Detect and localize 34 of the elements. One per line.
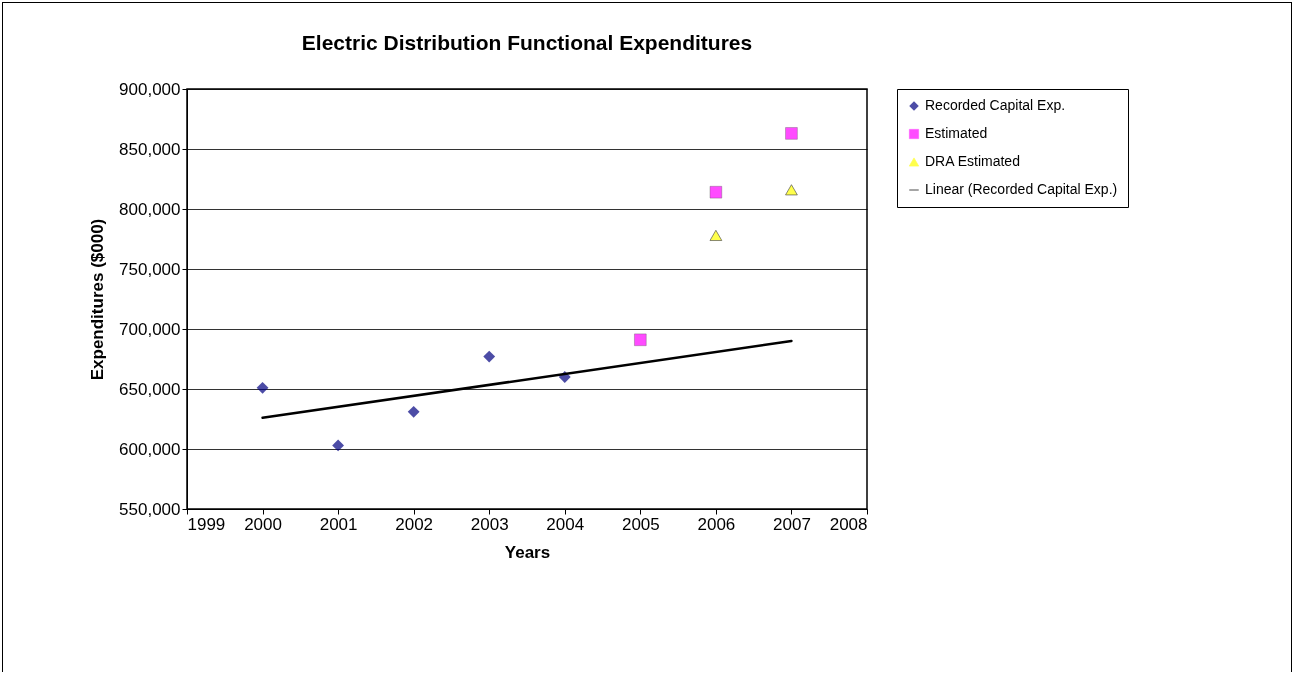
point — [332, 439, 345, 452]
point — [483, 350, 496, 363]
y-axis-title: Expenditures ($000) — [88, 218, 108, 381]
x-tick-label: 2008 — [829, 514, 868, 534]
legend-label: Recorded Capital Exp. — [925, 97, 1066, 113]
y-tick-label: 650,000 — [119, 379, 181, 399]
y-tick-label: 850,000 — [119, 139, 181, 159]
point — [256, 381, 269, 394]
legend-label: Linear (Recorded Capital Exp.) — [925, 181, 1118, 197]
x-axis-title: Years — [504, 542, 551, 562]
point — [407, 405, 420, 418]
chart-title: Electric Distribution Functional Expenditures — [301, 31, 753, 54]
x-tick-label: 2007 — [773, 514, 811, 534]
y-tick-label: 750,000 — [119, 259, 181, 279]
x-tick-label: 2004 — [546, 514, 585, 534]
x-tick-label: 2003 — [470, 514, 509, 534]
legend-label: DRA Estimated — [925, 153, 1020, 169]
legend-label: Estimated — [925, 125, 988, 141]
x-tick-label: 2001 — [319, 514, 358, 534]
x-tick-label: 2005 — [621, 514, 660, 534]
y-tick-label: 550,000 — [119, 499, 181, 519]
y-tick-label: 800,000 — [119, 199, 181, 219]
x-tick-label: 2002 — [395, 514, 434, 534]
x-tick-label: 1999 — [187, 514, 226, 534]
point — [709, 186, 722, 199]
y-tick-label: 600,000 — [119, 439, 181, 459]
point — [634, 333, 647, 346]
point — [785, 184, 798, 196]
point — [709, 229, 723, 241]
point — [785, 127, 798, 140]
y-tick-label: 700,000 — [119, 319, 181, 339]
x-tick-label: 2000 — [244, 514, 282, 534]
y-tick-label: 900,000 — [119, 79, 181, 99]
x-tick-label: 2006 — [697, 514, 736, 534]
